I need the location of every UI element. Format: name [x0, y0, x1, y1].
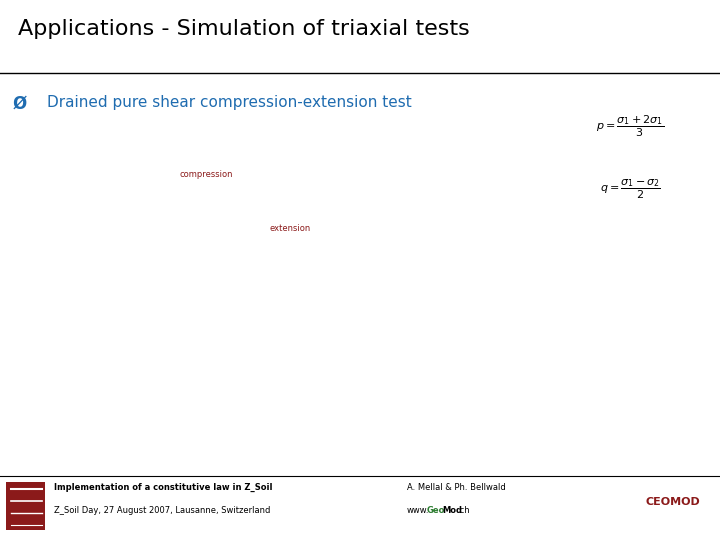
Text: A. Mellal & Ph. Bellwald: A. Mellal & Ph. Bellwald: [407, 483, 505, 492]
Text: CEOMOD: CEOMOD: [646, 497, 701, 507]
Text: Drained pure shear compression-extension test: Drained pure shear compression-extension…: [47, 94, 412, 110]
Text: Mod: Mod: [442, 506, 462, 515]
Text: Applications - Simulation of triaxial tests: Applications - Simulation of triaxial te…: [18, 19, 469, 39]
Text: Ø: Ø: [13, 94, 27, 112]
Text: .ch: .ch: [457, 506, 470, 515]
Text: $q = \dfrac{\sigma_1 - \sigma_2}{2}$: $q = \dfrac{\sigma_1 - \sigma_2}{2}$: [600, 178, 660, 201]
Text: Z_Soil Day, 27 August 2007, Lausanne, Switzerland: Z_Soil Day, 27 August 2007, Lausanne, Sw…: [54, 506, 271, 515]
Bar: [6, 482, 45, 530]
Text: Implementation of a constitutive law in Z_Soil: Implementation of a constitutive law in …: [54, 483, 272, 492]
Text: Geo: Geo: [427, 506, 446, 515]
Text: $p = \dfrac{\sigma_1 + 2\sigma_1}{3}$: $p = \dfrac{\sigma_1 + 2\sigma_1}{3}$: [596, 113, 664, 139]
Text: www.: www.: [407, 506, 429, 515]
Text: compression: compression: [180, 170, 233, 179]
Text: extension: extension: [270, 224, 311, 233]
